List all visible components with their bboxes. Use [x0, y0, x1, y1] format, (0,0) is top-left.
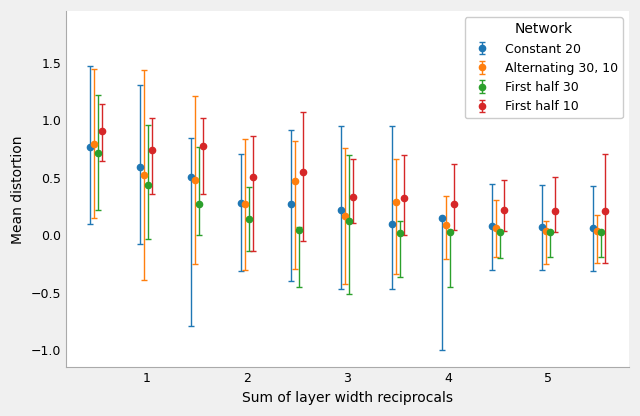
Y-axis label: Mean distortion: Mean distortion: [11, 135, 25, 243]
X-axis label: Sum of layer width reciprocals: Sum of layer width reciprocals: [242, 391, 453, 405]
Legend: Constant 20, Alternating 30, 10, First half 30, First half 10: Constant 20, Alternating 30, 10, First h…: [465, 17, 623, 119]
